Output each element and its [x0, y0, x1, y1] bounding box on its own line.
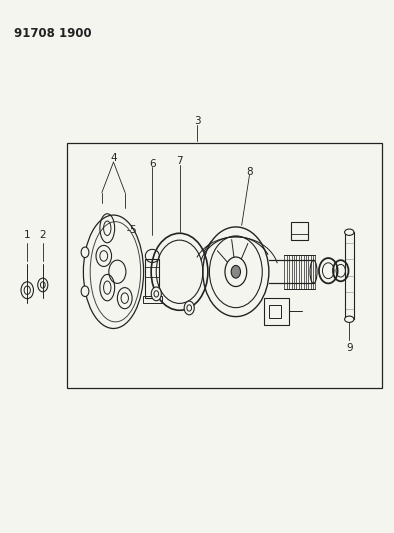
Circle shape — [81, 286, 89, 296]
Text: 4: 4 — [110, 154, 117, 164]
Ellipse shape — [345, 229, 354, 236]
Text: 3: 3 — [194, 116, 200, 126]
Bar — [145, 259, 159, 298]
Text: 8: 8 — [246, 166, 253, 176]
Bar — [264, 298, 289, 325]
Text: 7: 7 — [176, 156, 183, 166]
Bar — [345, 232, 354, 319]
Bar — [269, 305, 281, 318]
Circle shape — [184, 301, 194, 315]
Text: 9: 9 — [346, 343, 353, 353]
Circle shape — [151, 287, 161, 301]
Bar — [67, 142, 381, 388]
Text: 5: 5 — [130, 224, 136, 235]
Circle shape — [81, 247, 89, 257]
Text: 1: 1 — [24, 230, 31, 240]
Bar — [292, 222, 309, 240]
Text: 6: 6 — [149, 159, 156, 168]
Ellipse shape — [345, 316, 354, 322]
Bar — [143, 295, 162, 303]
Circle shape — [231, 265, 240, 278]
Text: 2: 2 — [39, 230, 46, 240]
Text: 91708 1900: 91708 1900 — [15, 27, 92, 39]
